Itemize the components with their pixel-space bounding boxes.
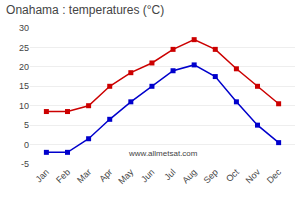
- svg-text:30: 30: [19, 23, 29, 33]
- svg-text:Jun: Jun: [139, 167, 156, 184]
- svg-text:Onahama : temperatures (°C): Onahama : temperatures (°C): [6, 3, 164, 17]
- svg-text:May: May: [116, 167, 135, 186]
- svg-text:Sep: Sep: [201, 167, 219, 185]
- svg-text:Feb: Feb: [54, 167, 72, 185]
- svg-text:Oct: Oct: [224, 167, 241, 184]
- svg-text:5: 5: [24, 120, 29, 130]
- svg-text:-5: -5: [21, 159, 29, 169]
- svg-text:0: 0: [24, 140, 29, 150]
- svg-text:Jul: Jul: [162, 167, 177, 182]
- svg-text:Jan: Jan: [34, 167, 51, 184]
- svg-text:10: 10: [19, 101, 29, 111]
- svg-text:www.allmetsat.com: www.allmetsat.com: [128, 149, 198, 158]
- svg-text:Dec: Dec: [265, 167, 284, 186]
- svg-text:Nov: Nov: [244, 167, 263, 186]
- svg-text:20: 20: [19, 62, 29, 72]
- svg-text:Aug: Aug: [180, 167, 198, 185]
- svg-text:Mar: Mar: [75, 167, 93, 185]
- svg-text:25: 25: [19, 43, 29, 53]
- svg-text:Apr: Apr: [97, 167, 114, 184]
- svg-text:15: 15: [19, 81, 29, 91]
